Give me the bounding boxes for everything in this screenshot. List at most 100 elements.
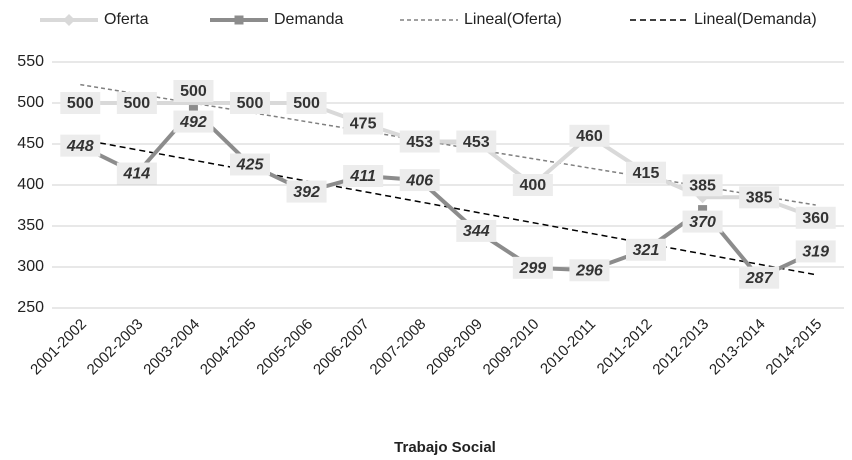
chart-title: Trabajo Social: [394, 439, 496, 456]
marker: [698, 205, 708, 215]
marker: [63, 14, 75, 26]
data-label-bg: [739, 186, 780, 209]
data-label: 344: [463, 223, 490, 240]
data-label: 406: [405, 172, 433, 189]
x-tick-label: 2014-2015: [763, 316, 826, 379]
trendline: [80, 83, 816, 206]
data-label-bg: [739, 266, 780, 289]
data-label-group: 415: [626, 161, 666, 184]
x-tick-label: 2007-2008: [367, 316, 430, 379]
data-label-bg: [173, 80, 214, 102]
data-label-group: 453: [456, 130, 497, 153]
data-label-bg: [626, 238, 666, 261]
y-tick-label: 300: [17, 258, 44, 275]
data-label-group: 287: [739, 266, 780, 289]
data-label: 448: [66, 138, 94, 155]
data-label: 500: [293, 95, 320, 112]
data-label-bg: [456, 219, 497, 242]
data-label: 475: [350, 116, 377, 133]
data-label-group: 460: [569, 124, 610, 147]
data-label: 500: [180, 83, 207, 100]
data-label-group: 500: [230, 92, 270, 114]
y-tick-label: 350: [17, 217, 44, 234]
data-label: 492: [179, 114, 207, 131]
data-label-bg: [286, 180, 327, 203]
data-label: 321: [633, 242, 660, 259]
data-label: 319: [802, 244, 829, 261]
x-tick-label: 2002-2003: [84, 316, 147, 379]
data-label-bg: [60, 134, 101, 157]
data-label-bg: [569, 124, 610, 147]
data-label-bg: [682, 210, 723, 233]
data-label-group: 299: [512, 256, 553, 279]
data-label-group: 414: [116, 162, 157, 185]
x-tick-label: 2009-2010: [480, 316, 543, 379]
data-label-group: 392: [286, 180, 327, 203]
data-label: 500: [124, 95, 151, 112]
data-label-bg: [512, 256, 553, 279]
data-label-group: 500: [116, 92, 157, 114]
data-label: 425: [236, 157, 265, 174]
data-label-bg: [456, 130, 497, 153]
data-label-bg: [60, 92, 101, 114]
data-label-bg: [343, 164, 384, 187]
data-label-group: 492: [173, 110, 214, 133]
data-label-group: 370: [682, 210, 723, 233]
data-label-group: 406: [399, 169, 440, 192]
legend-label: Lineal(Oferta): [464, 11, 562, 28]
data-label-bg: [795, 206, 836, 229]
data-label: 414: [123, 166, 151, 183]
data-label-group: 400: [512, 174, 553, 196]
data-label-bg: [116, 162, 157, 185]
data-label-bg: [230, 92, 270, 114]
data-label-group: 411: [343, 164, 384, 187]
data-label: 385: [689, 178, 716, 195]
x-tick-label: 2006-2007: [310, 316, 373, 379]
data-label-bg: [795, 240, 836, 263]
data-label-group: 385: [739, 186, 780, 209]
data-label-group: 360: [795, 206, 836, 229]
data-label: 392: [293, 184, 320, 201]
data-label-group: 425: [230, 153, 270, 176]
x-tick-label: 2003-2004: [140, 316, 203, 379]
data-label-group: 500: [286, 92, 327, 114]
data-label: 370: [689, 214, 716, 231]
data-label: 500: [67, 95, 94, 112]
y-tick-label: 450: [17, 135, 44, 152]
data-label-group: 448: [60, 134, 101, 157]
x-tick-label: 2004-2005: [197, 316, 260, 379]
data-label: 296: [575, 262, 603, 279]
data-label-group: 296: [569, 259, 610, 282]
y-tick-label: 400: [17, 176, 44, 193]
data-label-bg: [626, 161, 666, 184]
data-label-bg: [682, 174, 723, 197]
data-label-bg: [286, 92, 327, 114]
data-label-group: 344: [456, 219, 497, 242]
x-tick-label: 2010-2011: [537, 316, 599, 378]
data-label-bg: [569, 259, 610, 282]
marker: [234, 15, 244, 25]
data-label: 400: [520, 177, 547, 194]
legend-label: Lineal(Demanda): [694, 11, 817, 28]
data-label-bg: [399, 130, 440, 153]
data-label-group: 319: [795, 240, 836, 263]
data-label-group: 500: [60, 92, 101, 114]
x-tick-label: 2008-2009: [423, 316, 486, 379]
data-label: 385: [746, 190, 773, 207]
marker: [188, 105, 198, 115]
data-label: 360: [802, 210, 829, 227]
y-tick-label: 550: [17, 53, 44, 70]
data-label: 453: [463, 134, 490, 151]
x-tick-label: 2005-2006: [253, 316, 316, 379]
data-label-bg: [399, 169, 440, 192]
data-label: 415: [633, 165, 660, 182]
data-label: 453: [406, 134, 433, 151]
data-label-group: 453: [399, 130, 440, 153]
y-tick-label: 500: [17, 94, 44, 111]
data-label-bg: [512, 174, 553, 196]
x-tick-label: 2011-2012: [594, 316, 656, 378]
legend-label: Demanda: [274, 11, 343, 28]
data-label-bg: [230, 153, 270, 176]
data-label: 299: [519, 260, 547, 277]
